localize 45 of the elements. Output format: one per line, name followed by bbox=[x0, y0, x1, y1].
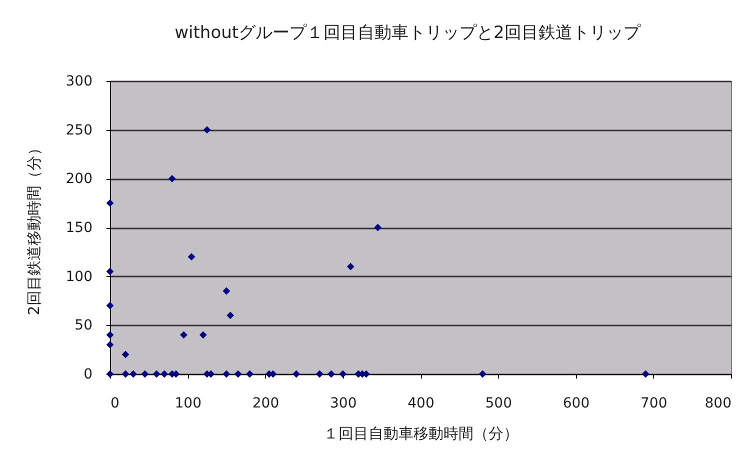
y-axis-title: 2回目鉄道移動時間（分） bbox=[24, 140, 43, 316]
x-tick-label: 600 bbox=[562, 396, 590, 412]
point bbox=[122, 370, 130, 378]
x-axis-title: １回目自動車移動時間（分） bbox=[324, 424, 518, 442]
point bbox=[106, 268, 114, 276]
y-tick-label: 250 bbox=[66, 122, 92, 138]
point bbox=[106, 340, 114, 348]
point bbox=[168, 174, 176, 182]
point bbox=[222, 287, 230, 295]
x-tick-label: 300 bbox=[330, 396, 357, 412]
point bbox=[160, 370, 168, 378]
point bbox=[180, 331, 188, 339]
point bbox=[226, 312, 234, 320]
point bbox=[141, 370, 149, 378]
point bbox=[203, 126, 211, 134]
point bbox=[339, 370, 347, 378]
point bbox=[642, 370, 650, 378]
y-tick-label: 50 bbox=[74, 318, 92, 334]
point bbox=[374, 224, 382, 232]
x-tick-label: 500 bbox=[485, 396, 512, 412]
x-tick-label: 0 bbox=[110, 396, 120, 412]
point bbox=[188, 253, 196, 261]
point bbox=[106, 302, 114, 310]
point bbox=[106, 199, 114, 207]
y-tick-label: 200 bbox=[66, 171, 92, 188]
chart-title: withoutグループ１回目自動車トリップと2回目鉄道トリップ bbox=[174, 23, 642, 43]
point bbox=[478, 370, 486, 378]
y-tick-label: 100 bbox=[66, 268, 92, 285]
point bbox=[106, 331, 114, 339]
y-tick-label: 0 bbox=[84, 366, 92, 382]
point bbox=[122, 350, 130, 358]
point bbox=[234, 370, 242, 378]
point bbox=[199, 331, 207, 339]
point bbox=[222, 370, 230, 378]
x-tick-label: 700 bbox=[640, 396, 668, 412]
x-tick-label: 800 bbox=[704, 396, 732, 412]
x-tick-label: 400 bbox=[408, 396, 434, 412]
y-tick-label: 300 bbox=[66, 74, 92, 90]
x-tick-label: 200 bbox=[252, 396, 280, 412]
x-tick-label: 100 bbox=[174, 396, 202, 412]
point bbox=[316, 370, 324, 378]
point bbox=[152, 370, 160, 378]
point bbox=[292, 370, 300, 378]
point bbox=[346, 262, 354, 270]
y-tick-label: 150 bbox=[66, 220, 92, 236]
